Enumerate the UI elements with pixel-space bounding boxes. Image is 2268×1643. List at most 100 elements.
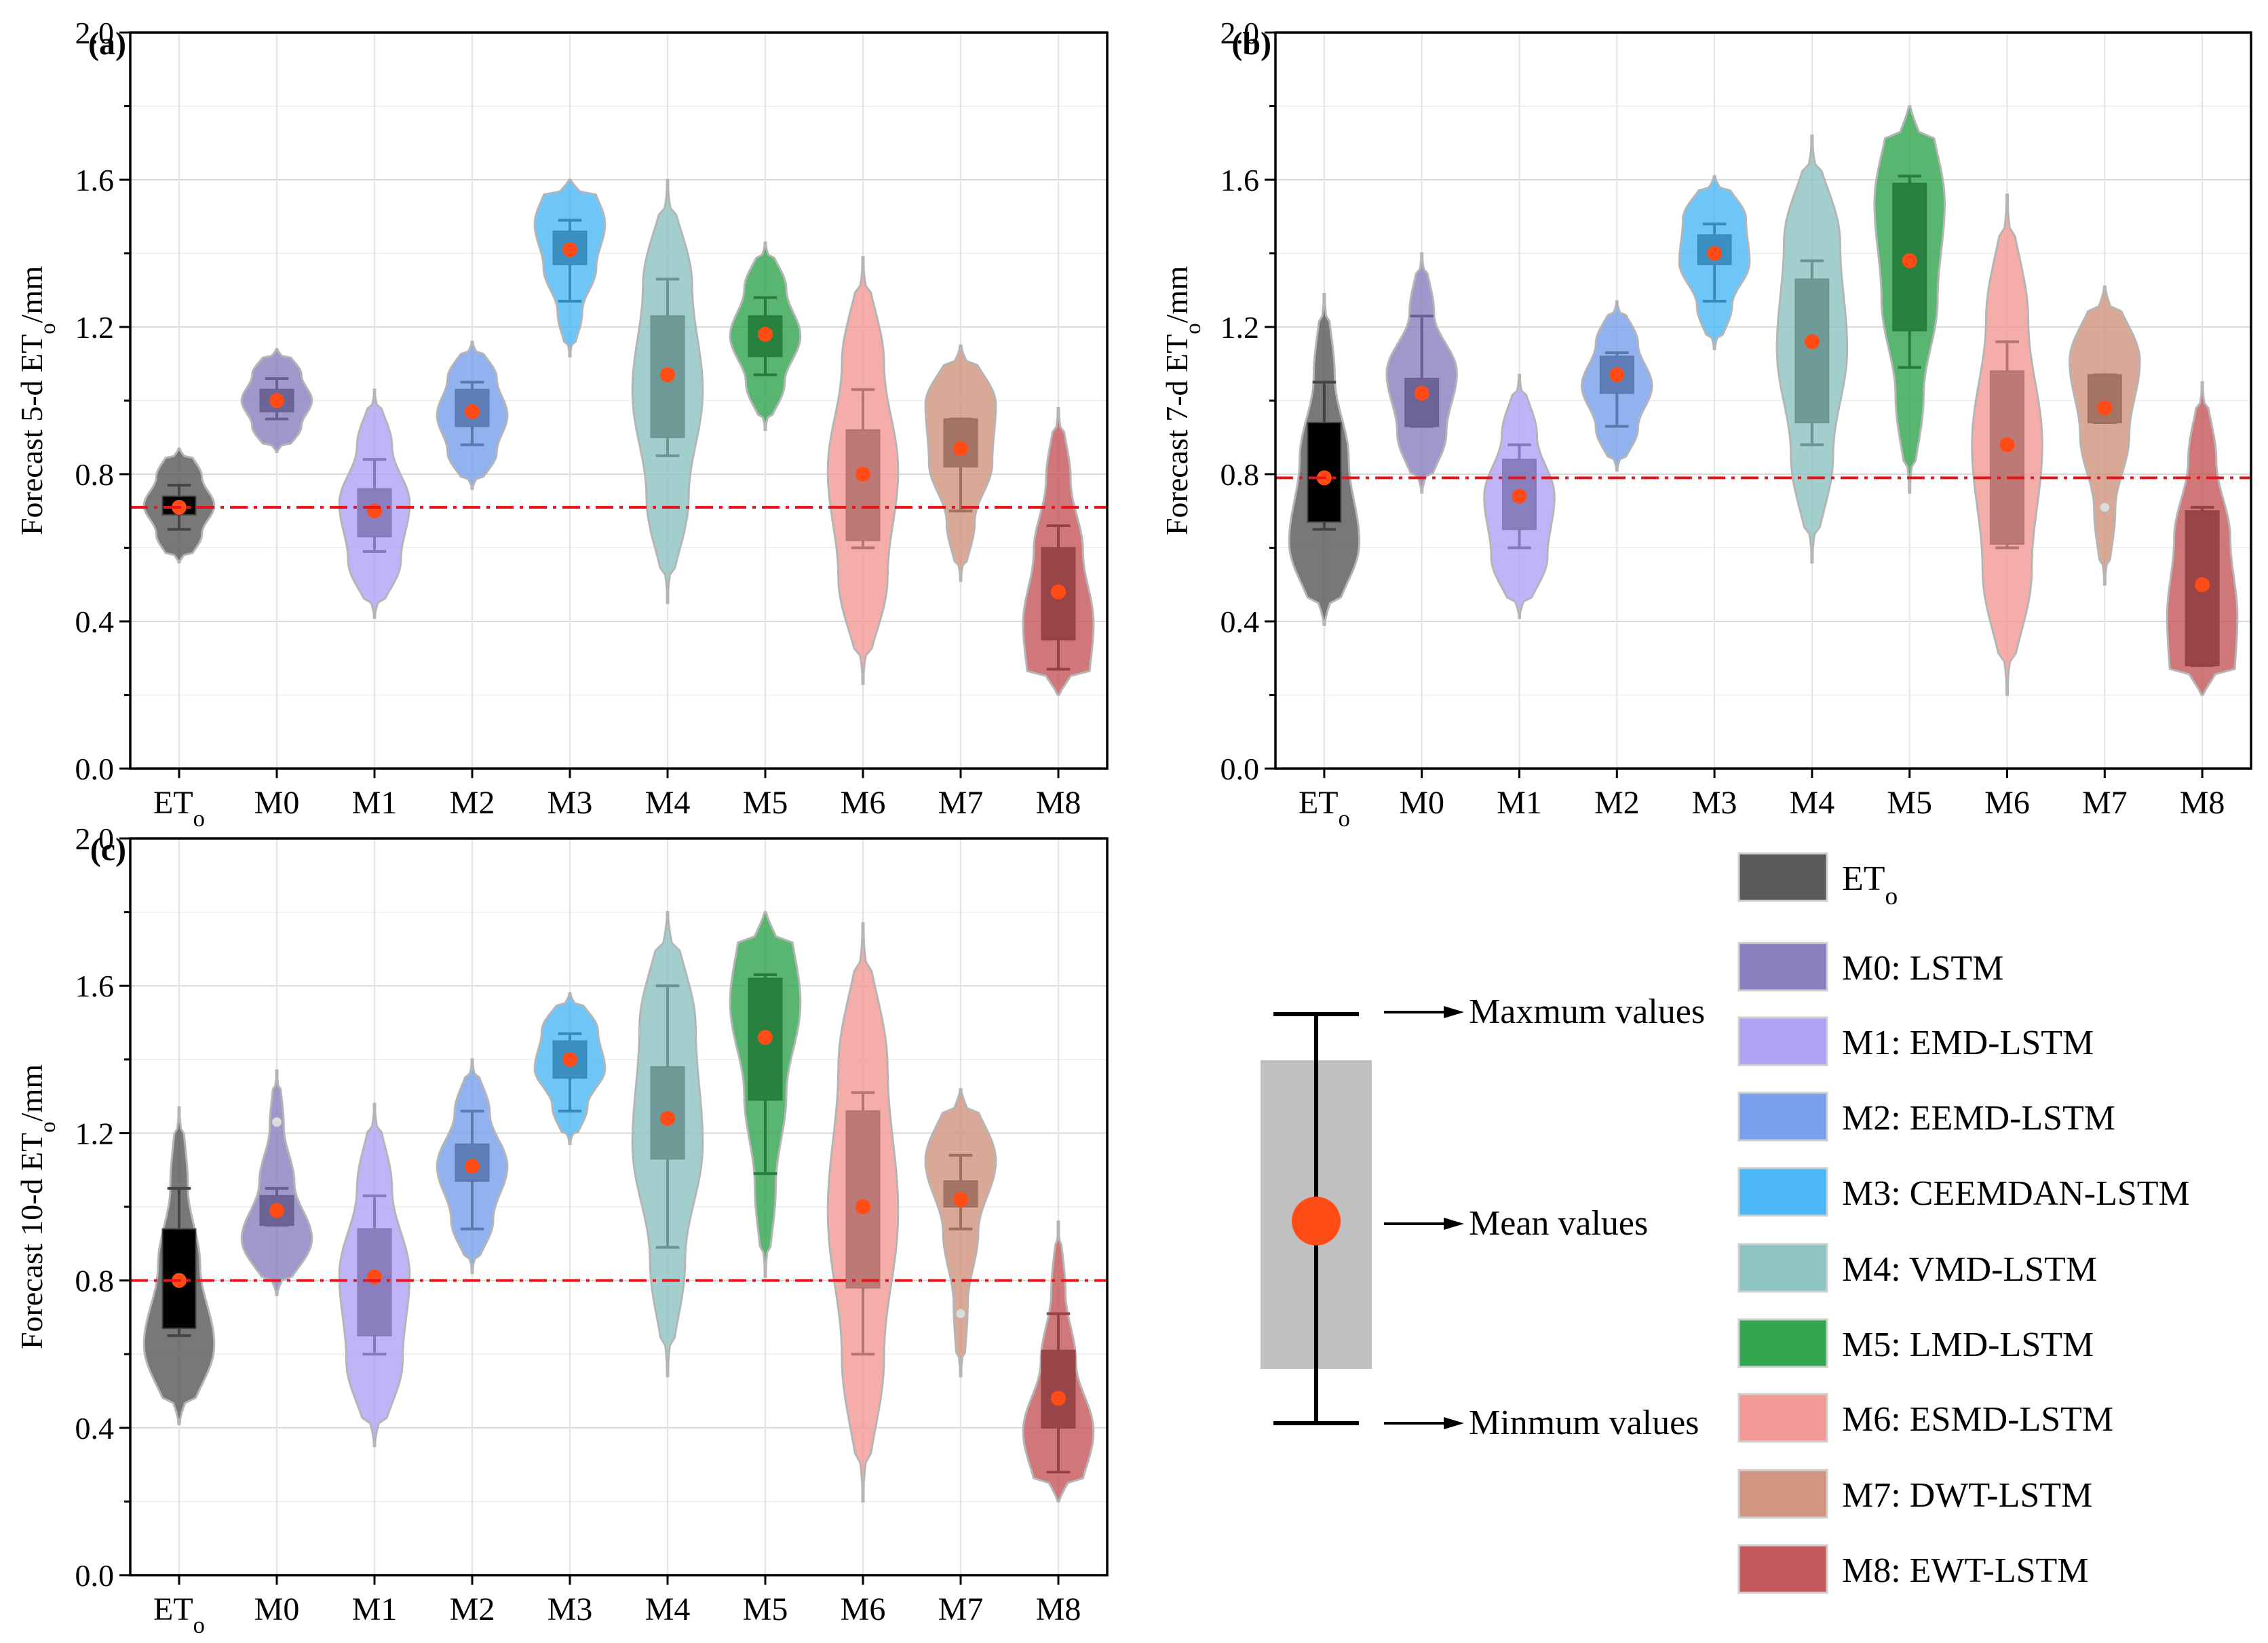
subscript: o — [35, 1121, 60, 1133]
legend-label-M8: M8: EWT-LSTM — [1842, 1551, 2089, 1590]
x-tick-label: M4 — [645, 785, 691, 821]
legend-swatch-M6 — [1737, 1393, 1828, 1443]
legend-label-M5: M5: LMD-LSTM — [1842, 1326, 2094, 1364]
y-axis-title: Forecast 5-d ETo/mm — [14, 266, 60, 535]
y-tick-label: 1.2 — [1221, 310, 1260, 345]
mean-point-M7 — [2097, 400, 2113, 416]
panel-label: (a) — [88, 26, 126, 62]
x-tick-label-ETo: ETo — [153, 1591, 205, 1638]
text-part: /mm — [1159, 266, 1194, 324]
explainer: Maxmum values Mean values Minmum values — [1261, 992, 1705, 1442]
y-tick-label: 2.0 — [75, 16, 115, 50]
legend-swatch-ETo — [1737, 852, 1828, 902]
outlier-M0 — [271, 1117, 282, 1127]
text-part: ET — [1299, 785, 1339, 821]
legend-swatch-M2 — [1737, 1091, 1828, 1142]
max-arrow-head — [1444, 1006, 1464, 1018]
mean-point-M1 — [1512, 488, 1527, 504]
x-tick-label: M7 — [938, 785, 984, 821]
x-tick-label: M5 — [743, 785, 788, 821]
x-tick-label: M3 — [1692, 785, 1737, 821]
mean-point-M6 — [1999, 437, 2015, 452]
y-tick-label: 1.6 — [1221, 163, 1260, 197]
mean-arrow-head — [1444, 1218, 1464, 1230]
mean-point-M2 — [465, 1159, 480, 1174]
box-M8 — [1041, 1349, 1076, 1429]
x-tick-label: M1 — [352, 785, 398, 821]
mean-point-M8 — [2195, 577, 2210, 592]
x-tick-label: M5 — [743, 1591, 788, 1627]
subscript: o — [193, 1612, 205, 1638]
violin-M0 — [240, 1069, 313, 1296]
x-tick-label: M3 — [547, 785, 593, 821]
y-tick-label: 0.4 — [75, 604, 115, 639]
x-tick-label: M2 — [450, 785, 495, 821]
y-tick-label: 0.8 — [75, 1264, 115, 1298]
outlier-M7 — [2099, 502, 2110, 513]
y-axis-title: Forecast 7-d ETo/mm — [1159, 266, 1206, 535]
legend-label-M6: M6: ESMD-LSTM — [1842, 1400, 2113, 1439]
y-tick-label: 2.0 — [1221, 16, 1260, 50]
y-tick-label: 0.4 — [1221, 604, 1260, 639]
violin-M7 — [924, 1087, 997, 1378]
y-tick-label: 0.0 — [1221, 752, 1260, 786]
legend-label-M0: M0: LSTM — [1842, 949, 2003, 988]
mean-point-M2 — [1609, 367, 1625, 383]
panel-label: (b) — [1231, 26, 1271, 62]
explainer-max-label: Maxmum values — [1469, 992, 1705, 1031]
mean-point-M1 — [367, 1269, 382, 1285]
mean-point-M8 — [1051, 584, 1066, 600]
legend: ETo M0: LSTM M1: EMD-LSTM M2: EEMD-LSTM M3: … — [1737, 852, 2190, 1594]
x-tick-label: M4 — [1790, 785, 1835, 821]
y-tick-label: 0.0 — [75, 1558, 115, 1593]
x-tick-label: M2 — [450, 1591, 495, 1627]
box-M0 — [1404, 377, 1440, 427]
x-tick-label: M6 — [841, 785, 886, 821]
y-tick-label: 1.6 — [75, 163, 115, 197]
y-tick-label: 0.4 — [75, 1411, 115, 1446]
mean-point-M2 — [465, 404, 480, 419]
mean-point-M8 — [1051, 1391, 1066, 1406]
x-tick-label: M8 — [2180, 785, 2225, 821]
x-tick-label: M8 — [1036, 785, 1081, 821]
y-tick-label: 2.0 — [75, 822, 115, 856]
text-part: ET — [153, 785, 193, 821]
subscript: o — [1180, 323, 1206, 334]
box-M5 — [748, 978, 783, 1101]
legend-label-ETo: ETo — [1842, 859, 1898, 910]
box-M6 — [1990, 370, 2024, 545]
x-tick-label: M1 — [1497, 785, 1542, 821]
text-part: ET — [153, 1591, 193, 1627]
mean-point-M4 — [660, 1110, 675, 1126]
outlier-M7 — [955, 1308, 966, 1319]
legend-swatch-M8 — [1737, 1544, 1828, 1594]
explainer-mean-label: Mean values — [1469, 1204, 1648, 1243]
legend-label-M2: M2: EEMD-LSTM — [1842, 1099, 2115, 1138]
subscript: o — [1885, 883, 1898, 910]
legend-swatch-M7 — [1737, 1469, 1828, 1519]
y-tick-label: 0.0 — [75, 752, 115, 786]
legend-label-M3: M3: CEEMDAN-LSTM — [1842, 1174, 2190, 1213]
y-tick-label: 0.8 — [75, 457, 115, 492]
mean-point-M5 — [758, 326, 773, 342]
text-part: ET — [1842, 859, 1885, 898]
mean-point-M3 — [562, 1051, 577, 1067]
text-part: Forecast 7-d ET — [1159, 334, 1194, 535]
y-tick-label: 0.8 — [1221, 457, 1260, 492]
mean-point-M5 — [758, 1030, 773, 1045]
legend-label-M4: M4: VMD-LSTM — [1842, 1250, 2097, 1289]
y-axis-title: Forecast 10-d ETo/mm — [14, 1064, 60, 1349]
x-tick-label: M7 — [2082, 785, 2128, 821]
mean-point-M0 — [1414, 385, 1429, 401]
x-tick-label-ETo: ETo — [153, 785, 205, 832]
x-tick-label: M8 — [1036, 1591, 1081, 1627]
mean-point-M4 — [660, 367, 675, 383]
subscript: o — [193, 806, 205, 832]
subscript: o — [35, 323, 60, 334]
mean-point-M6 — [856, 1199, 870, 1214]
x-tick-label: M3 — [547, 1591, 593, 1627]
violin-M7 — [2068, 285, 2141, 586]
